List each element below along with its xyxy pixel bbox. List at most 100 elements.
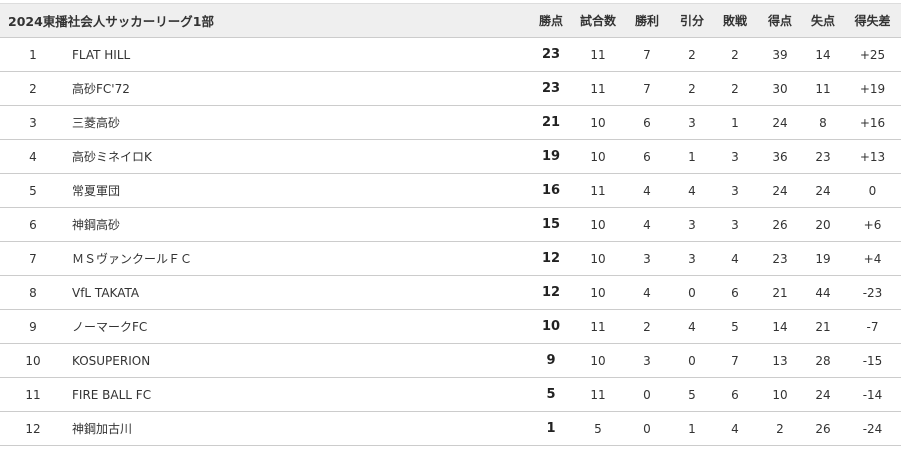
goals-against-cell: 11 xyxy=(815,81,831,96)
lost-cell: 4 xyxy=(731,251,739,266)
played-cell: 5 xyxy=(594,421,602,436)
played-cell: 11 xyxy=(590,319,606,334)
won-cell: 3 xyxy=(643,251,651,266)
won-cell: 7 xyxy=(643,81,651,96)
team-name: 高砂FC'72 xyxy=(72,82,130,96)
header-won: 勝利 xyxy=(634,14,659,28)
goal-difference-cell: -15 xyxy=(862,353,883,368)
goal-difference-cell: -24 xyxy=(862,421,883,436)
goals-against-cell: 14 xyxy=(815,47,831,62)
drawn-cell: 2 xyxy=(688,47,696,62)
played-cell: 10 xyxy=(590,115,606,130)
header-played: 試合数 xyxy=(579,14,616,28)
points-cell: 12 xyxy=(541,251,561,266)
table-row: 6 神鋼高砂 15 10 4 3 3 26 20 +6 xyxy=(0,208,901,242)
team-name: FLAT HILL xyxy=(72,47,131,62)
header-goals-against: 失点 xyxy=(810,14,835,28)
played-cell: 10 xyxy=(590,251,606,266)
won-cell: 7 xyxy=(643,47,651,62)
team-name: 神鋼高砂 xyxy=(72,218,121,232)
goals-against-cell: 19 xyxy=(815,251,831,266)
played-cell: 11 xyxy=(590,81,606,96)
drawn-cell: 4 xyxy=(688,319,696,334)
rank-cell: 2 xyxy=(29,81,37,96)
drawn-cell: 5 xyxy=(688,387,696,402)
team-name: 神鋼加古川 xyxy=(72,422,133,436)
drawn-cell: 3 xyxy=(688,217,696,232)
team-name: FIRE BALL FC xyxy=(72,387,152,402)
won-cell: 0 xyxy=(643,387,651,402)
team-name: KOSUPERION xyxy=(72,353,151,368)
league-standings-table: 2024東播社会人サッカーリーグ1部 勝点 試合数 勝利 引分 敗戦 得点 失点… xyxy=(0,3,901,446)
table-row: 12 神鋼加古川 1 5 0 1 4 2 26 -24 xyxy=(0,412,901,446)
table-row: 9 ノーマークFC 10 11 2 4 5 14 21 -7 xyxy=(0,310,901,344)
goals-for-cell: 23 xyxy=(772,251,788,266)
drawn-cell: 1 xyxy=(688,149,696,164)
lost-cell: 2 xyxy=(731,81,739,96)
drawn-cell: 3 xyxy=(688,251,696,266)
header-goal-difference: 得失差 xyxy=(854,14,891,28)
rank-cell: 11 xyxy=(25,387,41,402)
points-cell: 19 xyxy=(541,149,561,164)
goal-difference-cell: -7 xyxy=(866,319,879,334)
goals-against-cell: 8 xyxy=(819,115,827,130)
lost-cell: 7 xyxy=(731,353,739,368)
lost-cell: 4 xyxy=(731,421,739,436)
lost-cell: 3 xyxy=(731,217,739,232)
lost-cell: 5 xyxy=(731,319,739,334)
rank-cell: 12 xyxy=(25,421,41,436)
rank-cell: 4 xyxy=(29,149,37,164)
team-name: ＭＳヴァンクールＦＣ xyxy=(72,252,193,266)
goals-for-cell: 30 xyxy=(772,81,788,96)
goal-difference-cell: +19 xyxy=(859,81,886,96)
goals-for-cell: 36 xyxy=(772,149,788,164)
goals-for-cell: 2 xyxy=(776,421,784,436)
goals-against-cell: 24 xyxy=(815,183,831,198)
points-cell: 23 xyxy=(541,81,561,96)
goal-difference-cell: +16 xyxy=(859,115,886,130)
played-cell: 11 xyxy=(590,183,606,198)
goals-against-cell: 26 xyxy=(815,421,831,436)
won-cell: 4 xyxy=(643,183,651,198)
lost-cell: 2 xyxy=(731,47,739,62)
points-cell: 1 xyxy=(546,421,556,436)
header-drawn: 引分 xyxy=(679,14,704,28)
lost-cell: 3 xyxy=(731,183,739,198)
goals-for-cell: 26 xyxy=(772,217,788,232)
played-cell: 10 xyxy=(590,149,606,164)
played-cell: 11 xyxy=(590,387,606,402)
points-cell: 9 xyxy=(546,353,556,368)
goals-for-cell: 10 xyxy=(772,387,788,402)
goals-for-cell: 21 xyxy=(772,285,788,300)
points-cell: 5 xyxy=(546,387,556,402)
goal-difference-cell: +6 xyxy=(863,217,882,232)
won-cell: 3 xyxy=(643,353,651,368)
lost-cell: 1 xyxy=(731,115,739,130)
rank-cell: 5 xyxy=(29,183,37,198)
won-cell: 4 xyxy=(643,217,651,232)
rank-cell: 10 xyxy=(25,353,41,368)
goals-against-cell: 23 xyxy=(815,149,831,164)
drawn-cell: 0 xyxy=(688,353,696,368)
won-cell: 4 xyxy=(643,285,651,300)
team-name: 三菱高砂 xyxy=(72,116,121,130)
drawn-cell: 2 xyxy=(688,81,696,96)
played-cell: 11 xyxy=(590,47,606,62)
drawn-cell: 4 xyxy=(688,183,696,198)
goals-against-cell: 21 xyxy=(815,319,831,334)
rank-cell: 6 xyxy=(29,217,37,232)
goals-for-cell: 24 xyxy=(772,115,788,130)
header-lost: 敗戦 xyxy=(722,14,747,28)
team-name: 高砂ミネイロK xyxy=(72,150,152,164)
rank-cell: 9 xyxy=(29,319,37,334)
table-title: 2024東播社会人サッカーリーグ1部 xyxy=(8,14,214,29)
goals-for-cell: 39 xyxy=(772,47,788,62)
points-cell: 12 xyxy=(541,285,561,300)
goal-difference-cell: 0 xyxy=(868,183,877,198)
won-cell: 6 xyxy=(643,115,651,130)
goal-difference-cell: +4 xyxy=(863,251,882,266)
drawn-cell: 0 xyxy=(688,285,696,300)
goals-for-cell: 13 xyxy=(772,353,788,368)
lost-cell: 3 xyxy=(731,149,739,164)
goal-difference-cell: -23 xyxy=(862,285,883,300)
